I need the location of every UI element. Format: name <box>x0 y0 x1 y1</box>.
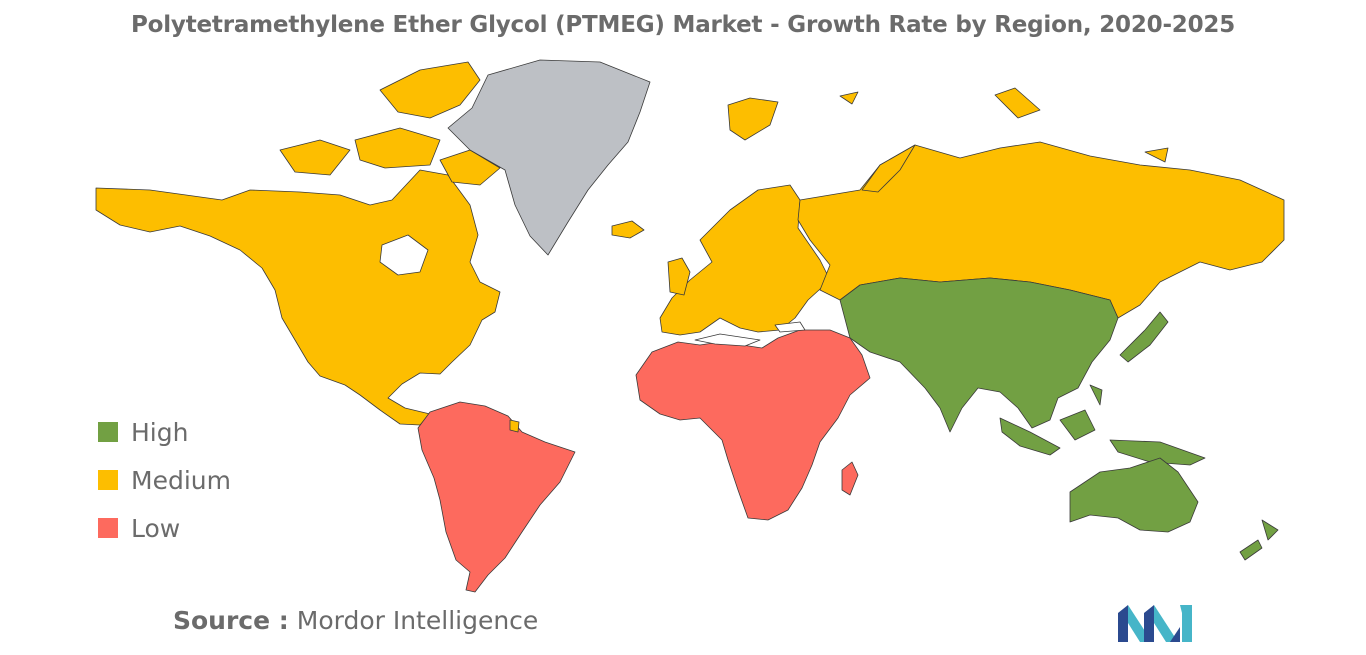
iceland <box>611 220 645 239</box>
north-america-region <box>95 169 501 426</box>
svalbard <box>727 91 859 141</box>
legend-item-high: High <box>98 408 231 456</box>
hudson-bay <box>379 234 429 276</box>
australia <box>1069 457 1199 533</box>
legend-swatch-low <box>98 518 118 538</box>
arctic-russia-islands <box>861 87 1169 193</box>
mordor-intelligence-logo-icon <box>1118 605 1192 642</box>
new-zealand <box>1239 519 1279 561</box>
legend-item-low: Low <box>98 504 231 552</box>
legend-swatch-high <box>98 422 118 442</box>
french-guiana <box>509 419 520 433</box>
madagascar <box>841 461 859 496</box>
legend-swatch-medium <box>98 470 118 490</box>
south-america-region <box>417 401 576 593</box>
map-legend: High Medium Low <box>98 408 231 552</box>
japan <box>1119 311 1169 363</box>
asia-pacific-region <box>839 277 1119 433</box>
greenland-region <box>447 59 651 256</box>
legend-label-high: High <box>131 417 189 447</box>
europe-region <box>659 184 831 336</box>
southeast-asia-islands <box>999 384 1206 466</box>
canadian-arctic-islands <box>279 61 501 186</box>
source-text: Mordor Intelligence <box>296 606 539 635</box>
source-note: Source : Mordor Intelligence <box>173 606 538 635</box>
africa-middle-east-region <box>635 329 871 521</box>
legend-label-low: Low <box>131 513 181 543</box>
legend-item-medium: Medium <box>98 456 231 504</box>
mediterranean-sea <box>694 321 806 347</box>
legend-label-medium: Medium <box>131 465 231 495</box>
chart-title: Polytetramethylene Ether Glycol (PTMEG) … <box>130 12 1236 38</box>
british-isles <box>667 257 691 296</box>
source-prefix: Source : <box>173 606 289 635</box>
